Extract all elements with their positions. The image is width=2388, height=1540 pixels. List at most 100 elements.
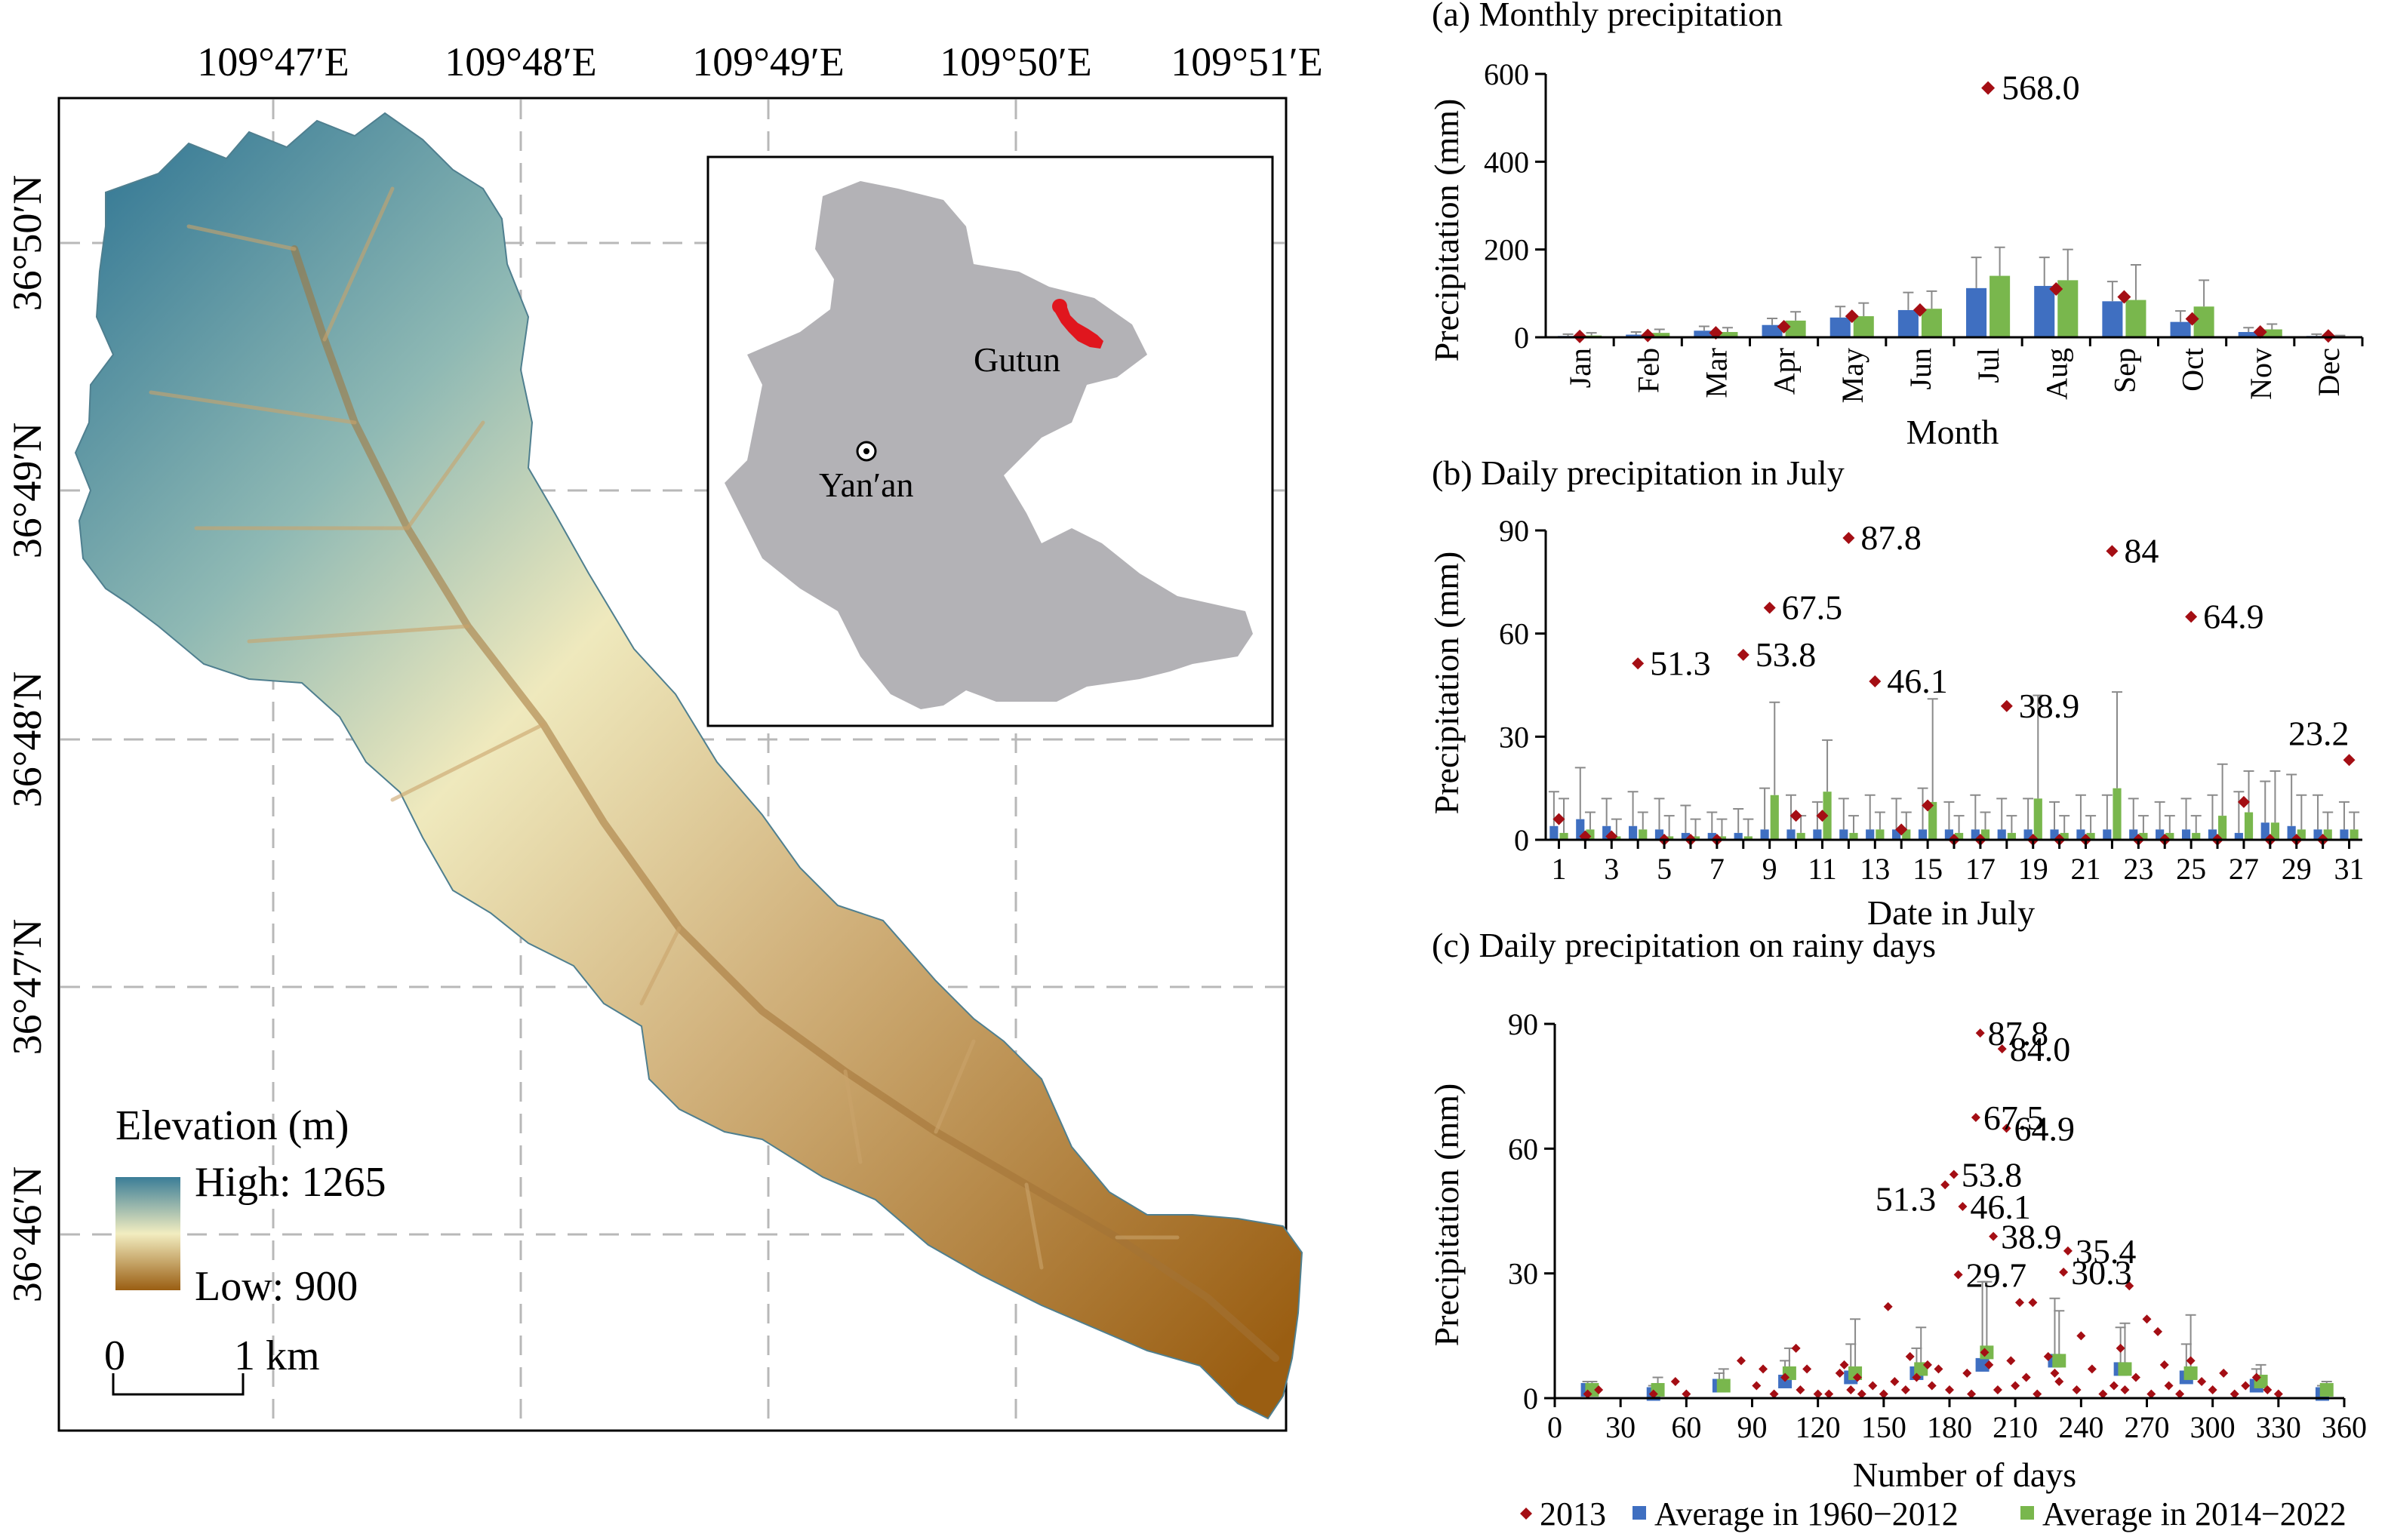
b-errorbar-1960-2012 xyxy=(1891,798,1902,830)
b-errorbar-1960-2012 xyxy=(2207,794,2218,830)
b-xtick-label: 9 xyxy=(1762,852,1777,886)
c-point-2013 xyxy=(1980,1348,1989,1357)
b-point-2013 xyxy=(1632,657,1645,670)
c-point-2013 xyxy=(1912,1372,1922,1382)
c-point-2013 xyxy=(1839,1360,1849,1369)
chart-c-title: (c) Daily precipitation on rainy days xyxy=(1432,926,1936,964)
b-bar-2014-2022 xyxy=(2270,822,2280,840)
c-point-2013 xyxy=(1975,1028,1985,1038)
c-point-2013 xyxy=(1934,1364,1943,1374)
c-point-2013 xyxy=(1682,1389,1691,1399)
gutun-label: Gutun xyxy=(974,340,1060,379)
a-point-2013 xyxy=(2049,282,2063,297)
b-bar-1960-2012 xyxy=(2340,829,2349,840)
elevation-legend: Elevation (m) High: 1265 Low: 900 xyxy=(115,1102,386,1310)
b-bar-2014-2022 xyxy=(1743,836,1753,840)
b-point-2013 xyxy=(1737,648,1749,661)
b-bar-1960-2012 xyxy=(2181,829,2191,840)
lon-label-3: 109°49′E xyxy=(692,39,844,85)
b-bar-2014-2022 xyxy=(1665,836,1674,840)
c-point-2013 xyxy=(1949,1170,1959,1179)
a-bar-2014-2022 xyxy=(1853,316,1874,337)
b-bar-1960-2012 xyxy=(1918,829,1928,840)
a-errorbar-2014-2022 xyxy=(2199,279,2210,307)
c-point-2013 xyxy=(1857,1389,1866,1399)
c-point-2013 xyxy=(2050,1368,2060,1378)
b-bar-2014-2022 xyxy=(1849,832,1858,840)
b-errorbar-2014-2022 xyxy=(2164,815,2175,833)
c-errorbar-2014-2022 xyxy=(1916,1326,1927,1369)
legend-high: High: 1265 xyxy=(195,1159,386,1206)
b-bar-2014-2022 xyxy=(2165,832,2174,840)
a-bar-1960-2012 xyxy=(2034,285,2055,337)
c-annotation: 30.3 xyxy=(2071,1253,2132,1292)
b-errorbar-2014-2022 xyxy=(1900,811,1912,830)
b-bar-2014-2022 xyxy=(1876,829,1885,840)
b-bar-2014-2022 xyxy=(2244,812,2254,840)
c-point-2013 xyxy=(1780,1372,1790,1382)
b-annotation: 53.8 xyxy=(1756,635,1817,674)
a-xtick-label: Apr xyxy=(1768,348,1802,395)
chart-c-ylabel: Precipitation (mm) xyxy=(1427,1084,1466,1347)
b-bar-1960-2012 xyxy=(1892,829,1901,840)
b-errorbar-2014-2022 xyxy=(1822,739,1833,792)
a-bar-2014-2022 xyxy=(1921,309,1942,337)
b-errorbar-2014-2022 xyxy=(1769,701,1780,795)
b-errorbar-1960-2012 xyxy=(1680,804,1691,833)
b-annotation: 51.3 xyxy=(1650,644,1711,682)
c-point-2013 xyxy=(2186,1356,2196,1366)
c-point-2013 xyxy=(2175,1389,2185,1399)
b-annotation: 23.2 xyxy=(2288,714,2350,752)
b-bar-2014-2022 xyxy=(1612,836,1621,840)
c-point-2013 xyxy=(1879,1389,1888,1399)
b-annotation: 67.5 xyxy=(1782,589,1843,627)
c-annotation: 46.1 xyxy=(1970,1188,2031,1226)
c-point-2013 xyxy=(1802,1364,1812,1374)
b-xtick-label: 23 xyxy=(2123,852,2153,886)
chart-b-title: (b) Daily precipitation in July xyxy=(1432,453,1845,492)
b-bar-2014-2022 xyxy=(2113,788,2122,840)
b-errorbar-1960-2012 xyxy=(1574,767,1586,819)
c-point-2013 xyxy=(1852,1372,1862,1382)
b-bar-1960-2012 xyxy=(2103,829,2112,840)
legend-item-2013: 2013 xyxy=(1520,1495,1606,1532)
c-point-2013 xyxy=(1759,1364,1768,1374)
a-point-2013 xyxy=(2321,329,2335,343)
chart-a-xlabel: Month xyxy=(1906,413,1999,451)
b-ytick-label: 60 xyxy=(1499,617,1529,651)
a-ytick-label: 600 xyxy=(1484,57,1529,91)
c-point-2013 xyxy=(1993,1385,2002,1394)
b-errorbar-1960-2012 xyxy=(1786,794,1796,830)
c-point-2013 xyxy=(1648,1389,1658,1399)
b-annotation: 38.9 xyxy=(2019,687,2080,725)
b-errorbar-2014-2022 xyxy=(2296,794,2307,830)
city-label: Yan′an xyxy=(819,466,914,504)
c-point-2013 xyxy=(1997,1044,2007,1054)
gutun-marker xyxy=(1052,299,1067,314)
c-errorbar-2014-2022 xyxy=(1850,1318,1861,1373)
b-xtick-label: 13 xyxy=(1860,852,1890,886)
b-point-2013 xyxy=(2237,795,2250,808)
b-bar-1960-2012 xyxy=(1707,832,1716,840)
c-annotation: 67.5 xyxy=(1983,1099,2045,1137)
c-point-2013 xyxy=(2006,1356,2016,1366)
b-errorbar-2014-2022 xyxy=(2059,815,2070,833)
b-bar-2014-2022 xyxy=(2192,832,2201,840)
b-bar-1960-2012 xyxy=(2050,829,2059,840)
c-annotation: 29.7 xyxy=(1966,1256,2027,1294)
a-ytick-label: 0 xyxy=(1514,321,1529,355)
a-ytick-label: 400 xyxy=(1484,145,1529,179)
c-point-2013 xyxy=(2116,1343,2125,1353)
b-xtick-label: 25 xyxy=(2176,852,2206,886)
b-point-2013 xyxy=(1842,532,1855,545)
b-bar-2014-2022 xyxy=(1928,801,1937,840)
b-xtick-label: 5 xyxy=(1657,852,1672,886)
a-bar-1960-2012 xyxy=(1626,334,1647,337)
a-errorbar-1960-2012 xyxy=(2106,281,2118,302)
c-point-2013 xyxy=(2241,1381,2251,1391)
b-errorbar-2014-2022 xyxy=(1559,798,1570,833)
c-point-2013 xyxy=(1971,1113,1980,1122)
c-point-2013 xyxy=(1927,1381,1937,1391)
a-axes xyxy=(1544,74,2362,339)
